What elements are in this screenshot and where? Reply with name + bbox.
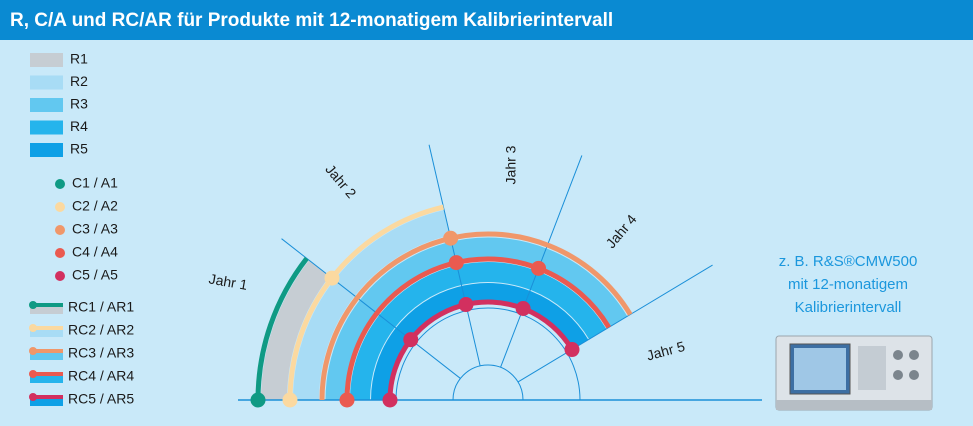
legend-label: RC2 / AR2 [68,322,134,338]
check-dot [443,231,458,246]
legend-dot [29,301,37,309]
legend-label: R3 [70,96,88,112]
check-dot [516,301,531,316]
check-dot [449,255,464,270]
legend-dot [29,370,37,378]
check-dot [283,393,298,408]
legend-swatch [30,121,63,135]
legend-swatch [30,98,63,112]
legend-label: RC5 / AR5 [68,391,134,407]
legend-label: C1 / A1 [72,175,118,191]
legend-dot [29,393,37,401]
year-label: Jahr 3 [503,145,519,184]
legend-label: C5 / A5 [72,267,118,283]
legend-dot [29,347,37,355]
legend-dot [29,324,37,332]
check-dot [531,261,546,276]
check-dot [383,393,398,408]
legend-label: RC3 / AR3 [68,345,134,361]
title: R, C/A und RC/AR für Produkte mit 12-mon… [10,10,613,31]
device-caption: z. B. R&S®CMW500 [779,253,918,270]
legend-label: C2 / A2 [72,198,118,214]
legend-dot [55,225,65,235]
check-dot [565,342,580,357]
check-dot [251,393,266,408]
check-dot [403,332,418,347]
device [776,336,932,410]
check-dot [340,393,355,408]
legend-label: RC4 / AR4 [68,368,134,384]
legend-dot [55,202,65,212]
legend-swatch [30,53,63,67]
check-dot [458,297,473,312]
legend-label: RC1 / AR1 [68,299,134,315]
legend-label: C3 / A3 [72,221,118,237]
legend-dot [55,179,65,189]
legend-dot [55,248,65,258]
device-caption: mit 12-monatigem [788,276,908,293]
diagram: R, C/A und RC/AR für Produkte mit 12-mon… [0,0,973,426]
check-dot [324,271,339,286]
legend-swatch [30,76,63,90]
legend-label: R1 [70,51,88,67]
legend-label: R5 [70,141,88,157]
legend-dot [55,271,65,281]
legend-swatch [30,143,63,157]
legend-label: C4 / A4 [72,244,118,260]
device-caption: Kalibrierintervall [795,299,902,316]
legend-label: R4 [70,118,88,134]
legend-label: R2 [70,73,88,89]
